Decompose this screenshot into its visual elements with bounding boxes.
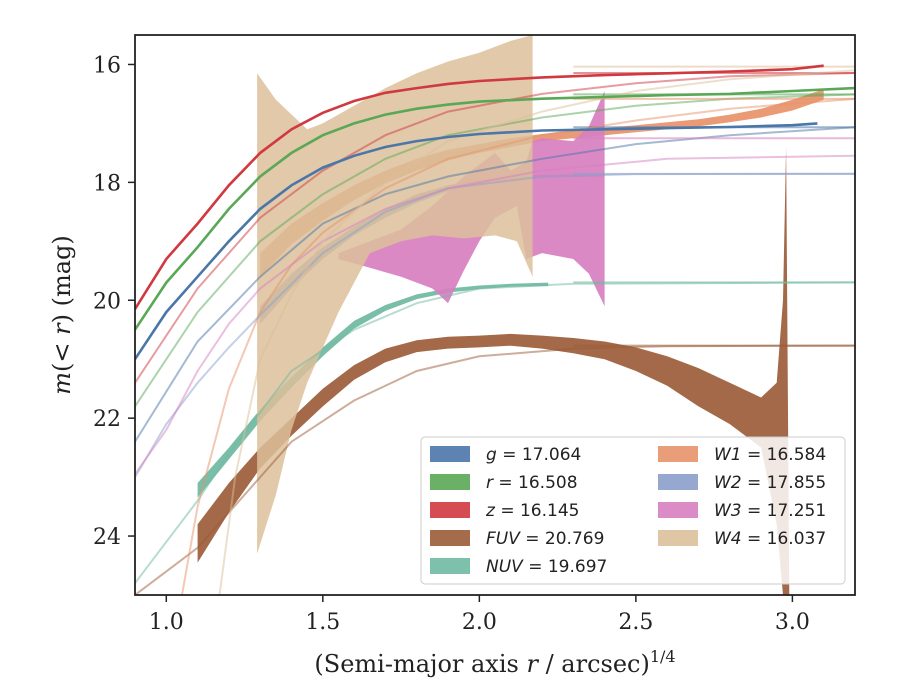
nuv-legend-label: NUV = 19.697 <box>486 557 607 577</box>
legend: g = 17.064 r = 16.508 z = 16.145 FUV = 20.7… <box>420 436 846 585</box>
y-axis-title: m(< r) (mag) <box>48 235 76 395</box>
legend-box <box>420 436 846 585</box>
fuv-legend-swatch <box>430 530 470 546</box>
fuv-legend-label: FUV = 20.769 <box>486 529 604 549</box>
x-tick-label: 3.0 <box>775 610 810 635</box>
w1-extrapolation-line <box>181 97 855 595</box>
z-extrapolation-line <box>135 72 855 384</box>
w2-legend-swatch <box>658 474 698 490</box>
y-tick-label: 22 <box>93 407 121 432</box>
z-legend-swatch <box>430 502 470 518</box>
x-tick-label: 1.5 <box>305 610 340 635</box>
g-curve <box>135 122 818 360</box>
x-tick-label: 1.0 <box>149 610 184 635</box>
g-legend-label: g = 17.064 <box>486 445 581 465</box>
g-extrapolation-line <box>135 126 855 443</box>
r-extrapolation-line <box>135 93 855 407</box>
w2-legend-label: W2 = 17.855 <box>714 473 826 493</box>
w2-extrapolation-line <box>135 172 855 478</box>
y-tick-label: 20 <box>93 289 121 314</box>
z-legend-label: z = 16.145 <box>485 501 579 521</box>
y-tick-label: 18 <box>93 171 121 196</box>
x-axis-title: (Semi-major axis r / arcsec)1/4 <box>314 647 675 678</box>
w1-legend-swatch <box>658 446 698 462</box>
x-axis: 1.0 1.5 2.0 2.5 3.0 <box>149 595 810 635</box>
fuv-extrapolation-line <box>135 344 855 595</box>
curve-layer <box>135 64 855 360</box>
plot-frame <box>134 34 856 596</box>
w4-legend-label: W4 = 16.037 <box>714 529 826 549</box>
x-tick-label: 2.5 <box>618 610 653 635</box>
r-curve <box>135 86 855 331</box>
w4-extrapolation-line <box>218 69 855 595</box>
y-tick-label: 16 <box>93 53 121 78</box>
w3-legend-label: W3 = 17.251 <box>714 501 826 521</box>
w4-legend-swatch <box>658 530 698 546</box>
r-legend-swatch <box>430 474 470 490</box>
r-legend-label: r = 16.508 <box>486 473 578 493</box>
w1-legend-label: W1 = 16.584 <box>714 445 826 465</box>
nuv-extrapolation-line <box>135 281 855 584</box>
x-tick-label: 2.0 <box>462 610 497 635</box>
nuv-legend-swatch <box>430 558 470 574</box>
w4-band <box>257 35 533 554</box>
z-curve <box>135 64 824 310</box>
g-legend-swatch <box>430 446 470 462</box>
y-tick-label: 24 <box>93 525 121 550</box>
fuv-band <box>197 147 790 595</box>
w3-legend-swatch <box>658 502 698 518</box>
y-axis: 16 18 20 22 24 <box>93 53 135 550</box>
extrapolation-layer <box>135 65 855 595</box>
